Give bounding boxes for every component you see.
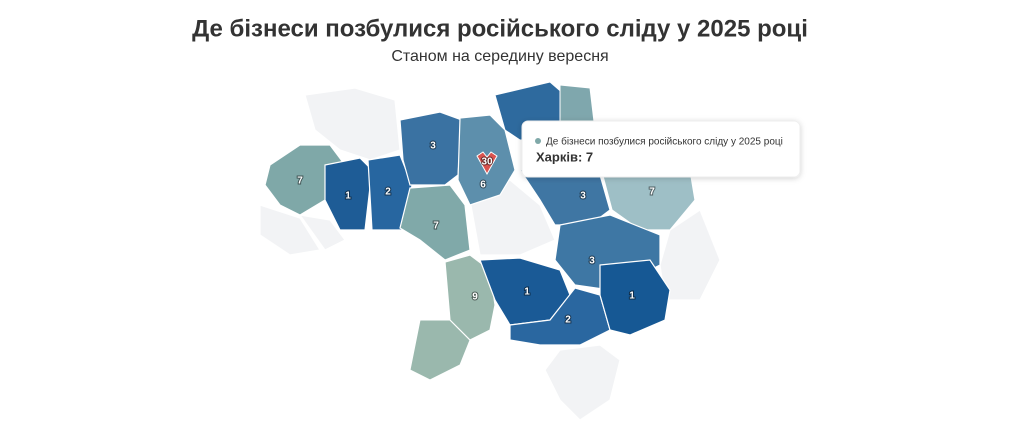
subtitle: Станом на середину вересня	[391, 48, 608, 65]
region	[399, 184, 471, 261]
region-label: 7	[649, 187, 655, 198]
region-label: 7	[297, 176, 303, 187]
region	[599, 259, 671, 336]
title: Де бізнеси позбулися російського сліду у…	[192, 15, 808, 42]
region-label: 2	[565, 315, 571, 326]
city-marker	[476, 151, 498, 176]
tooltip-label: Харків: 7	[536, 149, 593, 164]
region-label: 7	[433, 221, 439, 232]
region-label: 1	[524, 287, 530, 298]
region-label: 9	[472, 292, 478, 303]
regions: 7 1 2 3 6 7 3 7 3 9 1 2 1 30	[264, 111, 696, 346]
region-label: 2	[385, 187, 391, 198]
region-label: 3	[580, 191, 586, 202]
tooltip-series: Де бізнеси позбулися російського сліду у…	[546, 136, 783, 148]
region-label: 3	[589, 256, 595, 267]
region-no-data	[259, 87, 721, 421]
region-label: 1	[629, 291, 635, 302]
region	[444, 254, 496, 341]
region-label: 6	[480, 180, 486, 191]
region	[399, 111, 463, 186]
region	[324, 157, 373, 231]
tooltip	[521, 120, 801, 178]
tooltip-marker	[535, 138, 541, 144]
region-label: 3	[430, 141, 436, 152]
region-label: 1	[345, 191, 351, 202]
region-label: 30	[481, 157, 493, 168]
